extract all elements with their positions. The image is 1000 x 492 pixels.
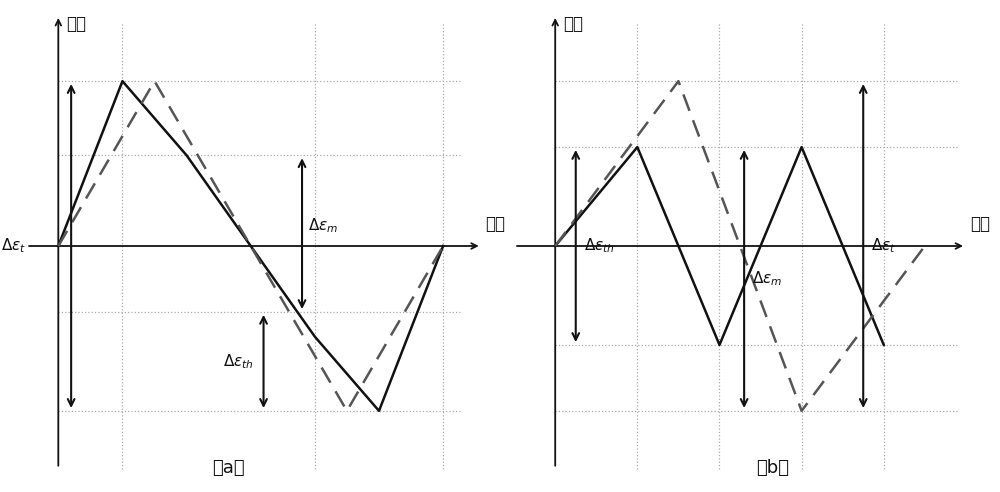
Text: 应变: 应变 [66,15,86,33]
Text: $\Delta\varepsilon_{th}$: $\Delta\varepsilon_{th}$ [223,352,254,371]
Text: （b）: （b） [756,459,789,477]
Text: $\Delta\varepsilon_t$: $\Delta\varepsilon_t$ [871,237,897,255]
Text: $\Delta\varepsilon_{th}$: $\Delta\varepsilon_{th}$ [584,237,615,255]
Text: 应变: 应变 [563,15,583,33]
Text: 时间: 时间 [485,215,505,233]
Text: $\Delta\varepsilon_m$: $\Delta\varepsilon_m$ [752,270,783,288]
Text: （a）: （a） [212,459,245,477]
Text: $\Delta\varepsilon_t$: $\Delta\varepsilon_t$ [1,237,26,255]
Text: $\Delta\varepsilon_m$: $\Delta\varepsilon_m$ [308,216,339,235]
Text: 时间: 时间 [970,215,990,233]
